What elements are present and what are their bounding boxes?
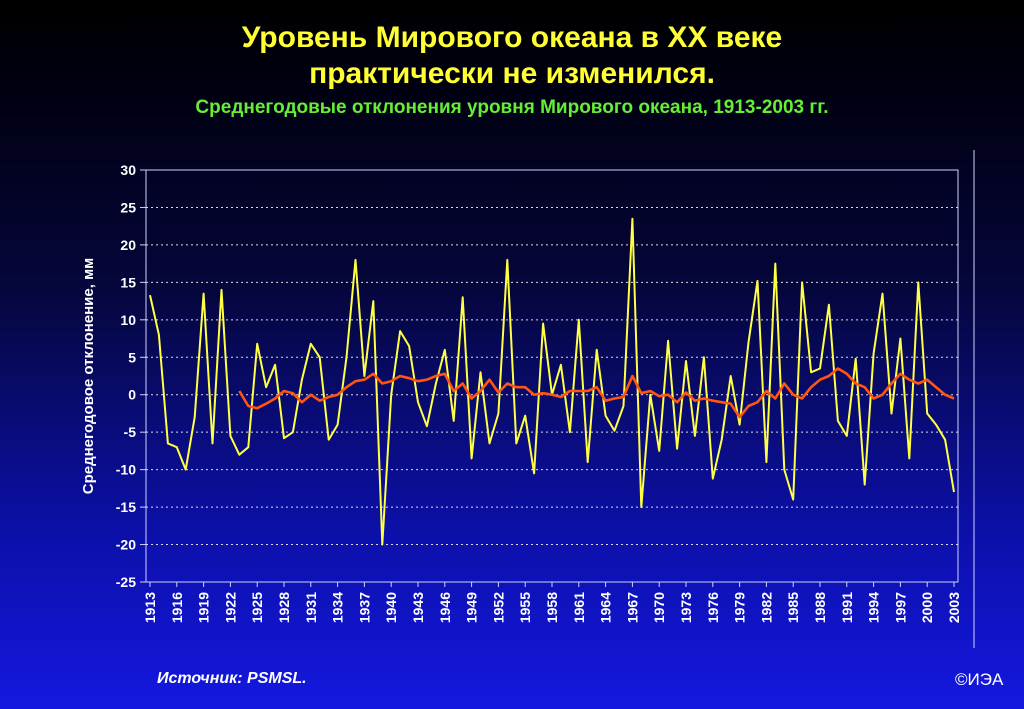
x-tick-label: 2003 <box>946 592 962 623</box>
x-tick-label: 1991 <box>839 592 855 623</box>
x-tick-label: 1943 <box>410 592 426 623</box>
y-tick-label: 30 <box>120 162 136 178</box>
x-tick-label: 1976 <box>705 592 721 623</box>
y-tick-label: -20 <box>116 537 136 553</box>
x-tick-label: 1979 <box>732 592 748 623</box>
x-tick-label: 1973 <box>678 592 694 623</box>
y-tick-label: 25 <box>120 199 136 215</box>
x-tick-label: 1916 <box>169 592 185 623</box>
y-tick-label: 5 <box>128 349 136 365</box>
x-tick-label: 1967 <box>624 592 640 623</box>
y-tick-label: 10 <box>120 312 136 328</box>
x-tick-label: 1955 <box>517 592 533 623</box>
annual-deviation-line <box>149 217 955 546</box>
x-tick-label: 1952 <box>490 592 506 623</box>
y-tick-label: -5 <box>124 424 137 440</box>
x-tick-label: 1964 <box>598 592 614 623</box>
x-tick-label: 1925 <box>249 592 265 623</box>
source-note: Источник: PSMSL. <box>157 670 307 687</box>
title-line-1: Уровень Мирового океана в XX веке <box>241 21 783 54</box>
x-tick-label: 1928 <box>276 592 292 623</box>
x-tick-label: 1982 <box>758 592 774 623</box>
x-tick-label: 2000 <box>919 592 935 623</box>
y-axis-label: Среднегодовое отклонение, мм <box>80 258 97 495</box>
x-tick-label: 1913 <box>142 592 158 623</box>
x-tick-label: 1937 <box>356 592 372 623</box>
x-tick-label: 1970 <box>651 592 667 623</box>
x-tick-label: 1946 <box>437 592 453 623</box>
x-tick-label: 1997 <box>892 592 908 623</box>
y-tick-label: -10 <box>116 462 136 478</box>
x-tick-label: 1985 <box>785 592 801 623</box>
x-tick-label: 1922 <box>222 592 238 623</box>
y-tick-label: -25 <box>116 574 136 590</box>
copyright-note: ©ИЭА <box>955 670 1004 689</box>
y-tick-label: -15 <box>116 499 136 515</box>
smoothed-deviation-line <box>238 367 955 419</box>
y-tick-label: 15 <box>120 274 136 290</box>
title-line-2: практически не изменился. <box>309 57 715 90</box>
x-tick-label: 1958 <box>544 592 560 623</box>
x-tick-label: 1940 <box>383 592 399 623</box>
x-tick-label: 1988 <box>812 592 828 623</box>
y-tick-label: 20 <box>120 237 136 253</box>
x-tick-label: 1994 <box>866 592 882 623</box>
x-tick-label: 1931 <box>303 592 319 623</box>
x-tick-label: 1949 <box>464 592 480 623</box>
y-tick-label: 0 <box>128 387 136 403</box>
subtitle: Среднегодовые отклонения уровня Мирового… <box>195 97 829 118</box>
x-tick-label: 1961 <box>571 592 587 623</box>
x-tick-label: 1934 <box>330 592 346 623</box>
plot-frame <box>145 169 959 583</box>
x-tick-label: 1919 <box>196 592 212 623</box>
